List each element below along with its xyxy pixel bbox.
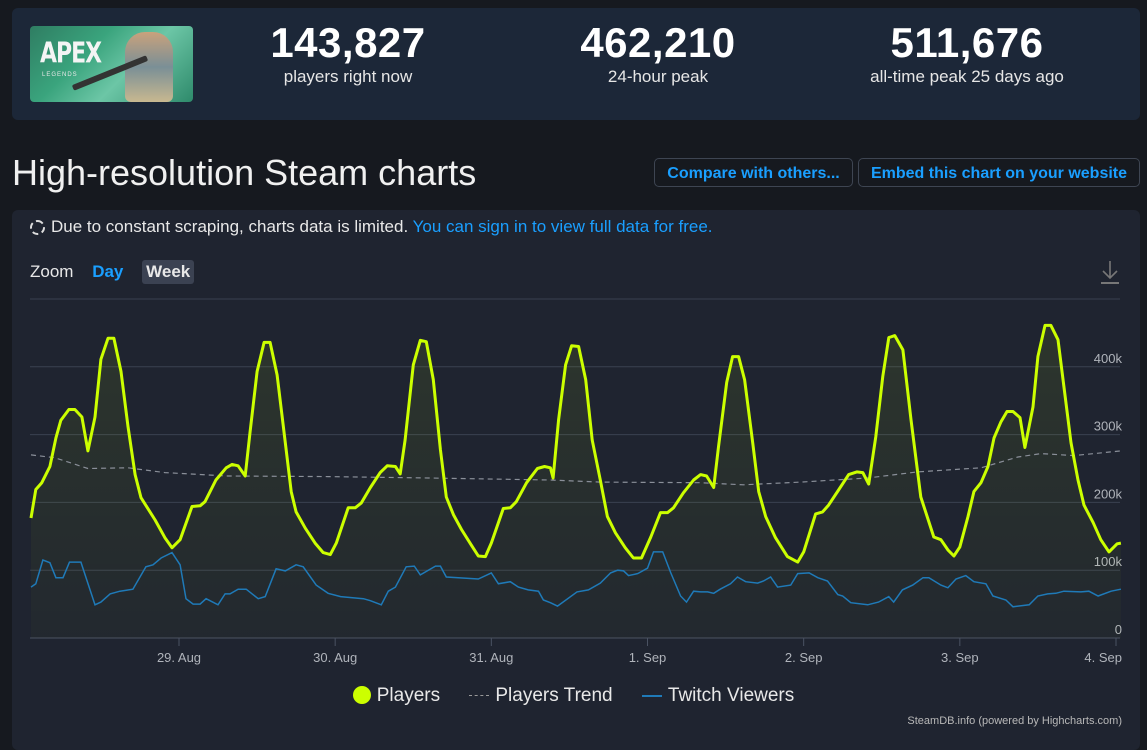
stat-label: all-time peak 25 days ago [870,67,1064,86]
x-axis: 29. Aug 30. Aug 31. Aug 1. Sep 2. Sep 3. Sep 4… [157,638,1122,665]
legend-item-twitch-viewers[interactable]: Twitch Viewers [641,685,795,707]
twitch-legend-marker [641,694,662,697]
legend-item-players[interactable]: Players [352,685,441,707]
x-tick-label: 29. Aug [157,650,201,665]
y-tick-label: 300k [1094,419,1123,434]
notice-text: Due to constant scraping, charts data is… [51,217,409,236]
legend-item-players-trend[interactable]: Players Trend [469,685,613,707]
stat-label: 24-hour peak [607,67,709,86]
sign-in-link[interactable]: You can sign in to view full data for fr… [412,217,713,236]
character-art [125,32,173,102]
stat-current-players: 143,827 players right now [198,20,498,88]
x-tick-label: 2. Sep [785,650,823,665]
twitch-viewers-line [30,551,1122,608]
game-cover-image[interactable]: APEX LEGENDS [30,26,193,102]
chart-legend: Players Players Trend Twitch Viewers [0,685,1147,707]
trend-legend-marker [469,695,490,697]
chart-credits[interactable]: SteamDB.info (powered by Highcharts.com) [907,715,1122,727]
legend-label: Twitch Viewers [667,685,795,706]
legend-label: Players [376,685,441,706]
download-icon[interactable] [1098,258,1122,286]
x-tick-label: 3. Sep [941,650,979,665]
stat-all-time-peak: 511,676 all-time peak 25 days ago [817,20,1117,88]
players-area [31,325,1121,638]
x-tick-label: 31. Aug [469,650,513,665]
series-group [29,323,1122,638]
game-logo: APEX [40,38,102,71]
game-stats-card: APEX LEGENDS [12,8,1140,120]
x-tick-label: 30. Aug [313,650,357,665]
zoom-day-button[interactable]: Day [92,262,124,281]
players-legend-marker [352,686,371,704]
players-line [29,323,1122,564]
loading-spinner-icon [30,220,45,235]
data-limit-notice: Due to constant scraping, charts data is… [30,217,713,237]
stat-label: players right now [283,67,413,86]
compare-button[interactable]: Compare with others... [654,158,853,187]
stat-24h-peak: 462,210 24-hour peak [508,20,808,88]
x-tick-label: 4. Sep [1084,650,1122,665]
players-trend-line [30,450,1121,486]
stat-value: 511,676 [890,19,1044,66]
game-logo-subtext: LEGENDS [42,72,78,78]
zoom-label: Zoom [30,262,74,281]
zoom-week-button[interactable]: Week [142,260,195,284]
page-title: High-resolution Steam charts [12,152,477,193]
stat-value: 143,827 [270,19,426,66]
x-tick-label: 1. Sep [629,650,667,665]
zoom-selector: Zoom Day Week [30,260,195,284]
legend-label: Players Trend [495,685,613,706]
stat-value: 462,210 [580,19,736,66]
y-tick-label: 400k [1094,351,1123,366]
embed-chart-button[interactable]: Embed this chart on your website [858,158,1140,187]
y-tick-label: 200k [1094,486,1123,501]
